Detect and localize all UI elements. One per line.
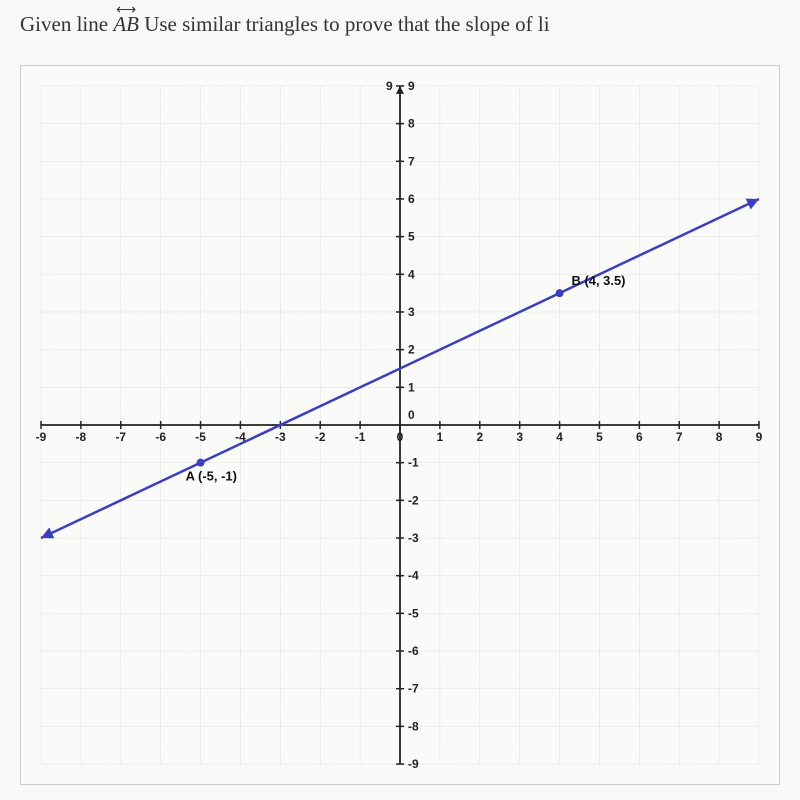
svg-text:3: 3 (408, 305, 415, 319)
svg-text:8: 8 (408, 117, 415, 131)
svg-text:2: 2 (408, 343, 415, 357)
svg-text:-1: -1 (355, 430, 366, 444)
svg-text:9: 9 (408, 79, 415, 93)
point-label-b: B (4, 3.5) (572, 273, 626, 288)
svg-text:-4: -4 (408, 569, 419, 583)
svg-text:6: 6 (636, 430, 643, 444)
point-label-a: A (-5, -1) (186, 469, 237, 484)
svg-text:0: 0 (408, 408, 415, 422)
svg-text:-1: -1 (408, 456, 419, 470)
question-text: Given line ⟷ AB Use similar triangles to… (20, 12, 550, 37)
svg-text:5: 5 (408, 230, 415, 244)
svg-text:-2: -2 (315, 430, 326, 444)
svg-text:0: 0 (397, 430, 404, 444)
svg-text:5: 5 (596, 430, 603, 444)
svg-text:7: 7 (408, 154, 415, 168)
svg-text:6: 6 (408, 192, 415, 206)
svg-text:2: 2 (476, 430, 483, 444)
svg-text:-7: -7 (408, 682, 419, 696)
svg-text:8: 8 (716, 430, 723, 444)
svg-text:1: 1 (437, 430, 444, 444)
svg-text:9: 9 (386, 79, 393, 93)
svg-text:-9: -9 (36, 430, 47, 444)
svg-text:-3: -3 (275, 430, 286, 444)
svg-text:-6: -6 (408, 644, 419, 658)
graph-svg: 9 -9 -8 -7 -6 -5 -4 -3 -2 -1 0 1 2 3 4 5 6 7 8 9 -9 -8 -7 -6 -5… (21, 66, 779, 784)
svg-text:4: 4 (408, 267, 415, 281)
question-suffix: Use similar triangles to prove that the … (144, 12, 549, 36)
question-prefix: Given line (20, 12, 113, 36)
svg-text:-8: -8 (76, 430, 87, 444)
line-notation: ⟷ AB (113, 12, 139, 37)
svg-text:-2: -2 (408, 493, 419, 507)
svg-text:-5: -5 (408, 606, 419, 620)
two-headed-arrow-icon: ⟷ (113, 2, 139, 19)
svg-text:-3: -3 (408, 531, 419, 545)
svg-text:-8: -8 (408, 719, 419, 733)
svg-text:3: 3 (516, 430, 523, 444)
coordinate-graph: 9 -9 -8 -7 -6 -5 -4 -3 -2 -1 0 1 2 3 4 5 6 7 8 9 -9 -8 -7 -6 -5… (20, 65, 780, 785)
svg-text:-5: -5 (195, 430, 206, 444)
svg-text:9: 9 (756, 430, 763, 444)
svg-text:-6: -6 (155, 430, 166, 444)
svg-text:7: 7 (676, 430, 683, 444)
svg-text:1: 1 (408, 380, 415, 394)
svg-text:-9: -9 (408, 757, 419, 771)
svg-text:-7: -7 (115, 430, 126, 444)
svg-text:4: 4 (556, 430, 563, 444)
